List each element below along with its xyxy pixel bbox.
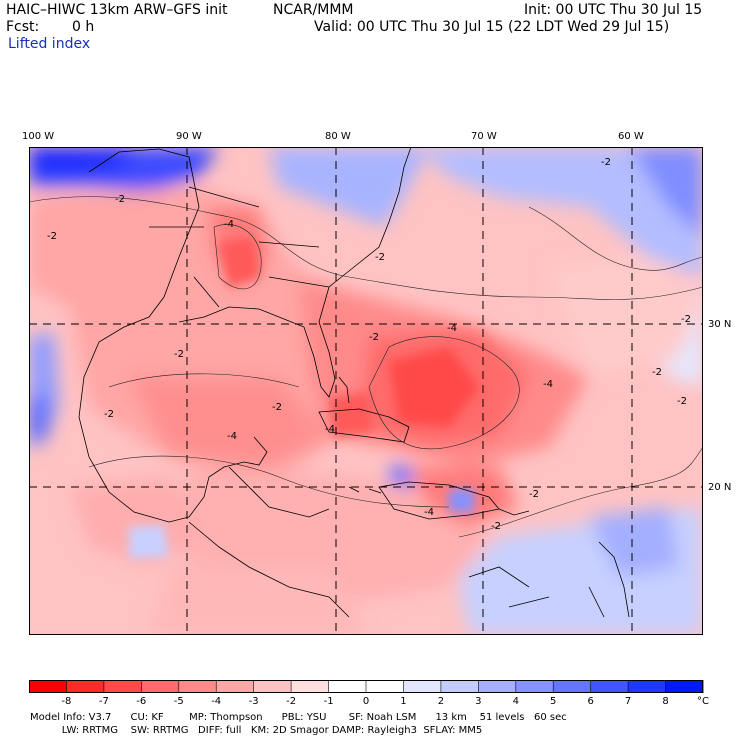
shaded-field (29, 147, 703, 635)
graticule (29, 147, 703, 635)
colorbar-tick-label: -8 (61, 696, 71, 707)
contours (29, 196, 703, 538)
valid-time: Valid: 00 UTC Thu 30 Jul 15 (22 LDT Wed … (314, 19, 670, 35)
contour-label: -2 (652, 367, 662, 378)
contour-label: -2 (104, 409, 114, 420)
colorbar-tick-label: -4 (211, 696, 221, 707)
colorbar-tick-label: -6 (136, 696, 146, 707)
colorbar-swatch (665, 680, 704, 693)
map-frame (29, 147, 703, 635)
fcst-label: Fcst: (6, 19, 40, 35)
colorbar-swatches (29, 680, 704, 693)
contour-label: -4 (325, 424, 335, 435)
colorbar-swatch (478, 680, 517, 693)
lon-label-100w: 100 W (22, 131, 55, 142)
colorbar-swatch (328, 680, 367, 693)
colorbar-tick-label: 7 (625, 696, 631, 707)
lifted-index-map: -2 -2 -4 -2 -2 -2 -2 -4 -4 -2 -2 -2 -2 -… (29, 147, 703, 635)
contour-label: -2 (677, 396, 687, 407)
colorbar-swatch (141, 680, 180, 693)
colorbar-tick-label: -1 (324, 696, 334, 707)
colorbar-tick-label: 8 (662, 696, 668, 707)
lat-label-30n: 30 N (708, 319, 732, 330)
contour-label: -2 (369, 332, 379, 343)
field-name: Lifted index (8, 36, 91, 52)
colorbar-tick-label: 4 (513, 696, 519, 707)
colorbar-tick-label: -7 (99, 696, 109, 707)
colorbar-unit: °C (697, 696, 709, 707)
contour-label: -2 (47, 231, 57, 242)
org-label: NCAR/MMM (273, 2, 354, 18)
lat-label-20n: 20 N (708, 482, 732, 493)
init-time: Init: 00 UTC Thu 30 Jul 15 (524, 2, 703, 18)
colorbar-tick-label: -2 (286, 696, 296, 707)
colorbar-swatch (291, 680, 329, 693)
colorbar-swatch (440, 680, 479, 693)
coastlines (78, 147, 630, 618)
colorbar-swatch (216, 680, 255, 693)
contour-label: -4 (227, 431, 237, 442)
colorbar-labels: -8 -7 -6 -5 -4 -3 -2 -1 0 1 2 3 4 5 6 7 8 (61, 696, 668, 707)
contour-label: -4 (447, 323, 457, 334)
colorbar-tick-label: -5 (174, 696, 184, 707)
colorbar-swatch (29, 680, 67, 693)
contour-label: -2 (174, 349, 184, 360)
contour-label: -2 (681, 314, 691, 325)
colorbar: -8 -7 -6 -5 -4 -3 -2 -1 0 1 2 3 4 5 6 7 8 °C (29, 680, 709, 707)
colorbar-tick-label: 0 (363, 696, 369, 707)
colorbar-tick-label: 3 (475, 696, 481, 707)
colorbar-swatch (628, 680, 666, 693)
colorbar-swatch (515, 680, 554, 693)
contour-label: -2 (375, 252, 385, 263)
model-title: HAIC–HIWC 13km ARW–GFS init (6, 2, 228, 18)
colorbar-tick-label: -3 (249, 696, 259, 707)
colorbar-frame (29, 680, 703, 693)
colorbar-swatch (103, 680, 142, 693)
colorbar-swatch (590, 680, 629, 693)
colorbar-swatch (366, 680, 404, 693)
contour-label: -2 (529, 489, 539, 500)
contour-label: -2 (601, 157, 611, 168)
colorbar-swatch (178, 680, 217, 693)
contour-label: -4 (424, 507, 434, 518)
contour-label: -2 (272, 402, 282, 413)
contour-label: -4 (543, 379, 553, 390)
lon-label-90w: 90 W (176, 131, 202, 142)
model-info-line1: Model Info: V3.7 CU: KF MP: Thompson PBL… (30, 712, 567, 723)
colorbar-tick-label: 2 (438, 696, 444, 707)
colorbar-tick-label: 1 (400, 696, 406, 707)
colorbar-swatch (403, 680, 442, 693)
colorbar-swatch (553, 680, 592, 693)
lon-label-70w: 70 W (471, 131, 497, 142)
contour-label: -2 (115, 194, 125, 205)
lon-label-60w: 60 W (618, 131, 644, 142)
colorbar-tick-label: 6 (588, 696, 594, 707)
contour-label: -2 (491, 521, 501, 532)
colorbar-tick-label: 5 (550, 696, 556, 707)
contour-label: -4 (224, 219, 234, 230)
colorbar-swatch (253, 680, 292, 693)
fcst-value: 0 h (72, 19, 95, 35)
lon-label-80w: 80 W (325, 131, 351, 142)
model-info-line2: LW: RRTMG SW: RRTMG DIFF: full KM: 2D Sm… (30, 725, 483, 736)
colorbar-swatch (66, 680, 105, 693)
contour-labels: -2 -2 -4 -2 -2 -2 -2 -4 -4 -2 -2 -2 -2 -… (47, 157, 691, 532)
